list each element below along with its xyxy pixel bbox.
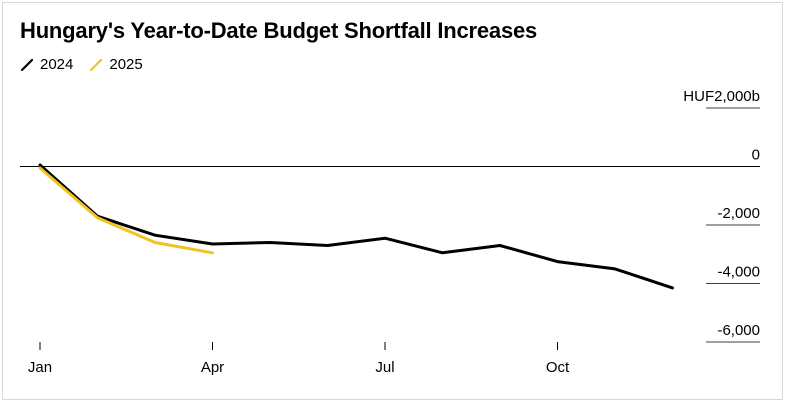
legend-item-2025: 2025: [89, 56, 143, 73]
x-tick-label: Apr: [201, 359, 224, 376]
legend: 2024 2025: [20, 56, 159, 73]
series-line-2025: [38, 166, 214, 255]
y-tick-label: -2,000: [717, 205, 760, 222]
x-tick-label: Oct: [546, 359, 570, 376]
y-tick-label: 0: [752, 147, 760, 164]
x-tick-label: Jul: [375, 359, 394, 376]
y-tick-label: -4,000: [717, 264, 760, 281]
y-tick-label: -6,000: [717, 322, 760, 339]
chart-frame: [2, 2, 783, 400]
legend-label-2024: 2024: [40, 56, 74, 73]
legend-item-2024: 2024: [20, 56, 73, 73]
legend-swatch-2025: [90, 58, 103, 71]
series-line-2024: [38, 163, 674, 290]
chart-title: Hungary's Year-to-Date Budget Shortfall …: [20, 18, 538, 43]
legend-swatch-2024: [20, 58, 34, 71]
legend-label-2025: 2025: [109, 56, 143, 73]
y-tick-label: HUF2,000b: [683, 88, 760, 105]
x-tick-label: Jan: [28, 359, 52, 376]
